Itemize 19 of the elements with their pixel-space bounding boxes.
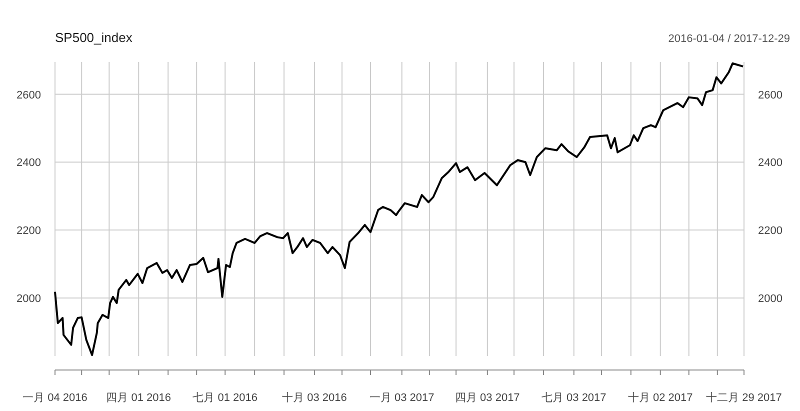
x-tick-label: 七月 01 2016 (192, 391, 258, 404)
chart-title: SP500_index (55, 30, 133, 45)
x-tick-label: 十月 03 2016 (282, 391, 347, 404)
y-tick-label: 2600 (16, 89, 41, 102)
chart-subtitle: 2016-01-04 / 2017-12-29 (668, 33, 790, 45)
y2-tick-label: 2400 (758, 157, 782, 170)
x-tick-label: 一月 03 2017 (369, 392, 434, 404)
x-tick-label: 一月 04 2016 (22, 392, 88, 404)
y2-tick-label: 2000 (758, 292, 782, 305)
y-tick-label: 2200 (16, 225, 41, 238)
x-tick-label: 四月 01 2016 (106, 392, 172, 404)
y-tick-label: 2000 (16, 292, 41, 305)
y-tick-label: 2400 (16, 157, 41, 170)
x-tick-label: 四月 03 2017 (454, 392, 520, 404)
x-tick-label: 十月 02 2017 (628, 391, 693, 404)
x-tick-label: 十二月 29 2017 (706, 391, 782, 404)
y2-tick-label: 2600 (758, 89, 782, 102)
x-tick-label: 七月 03 2017 (541, 391, 606, 404)
y2-tick-label: 2200 (758, 225, 782, 238)
